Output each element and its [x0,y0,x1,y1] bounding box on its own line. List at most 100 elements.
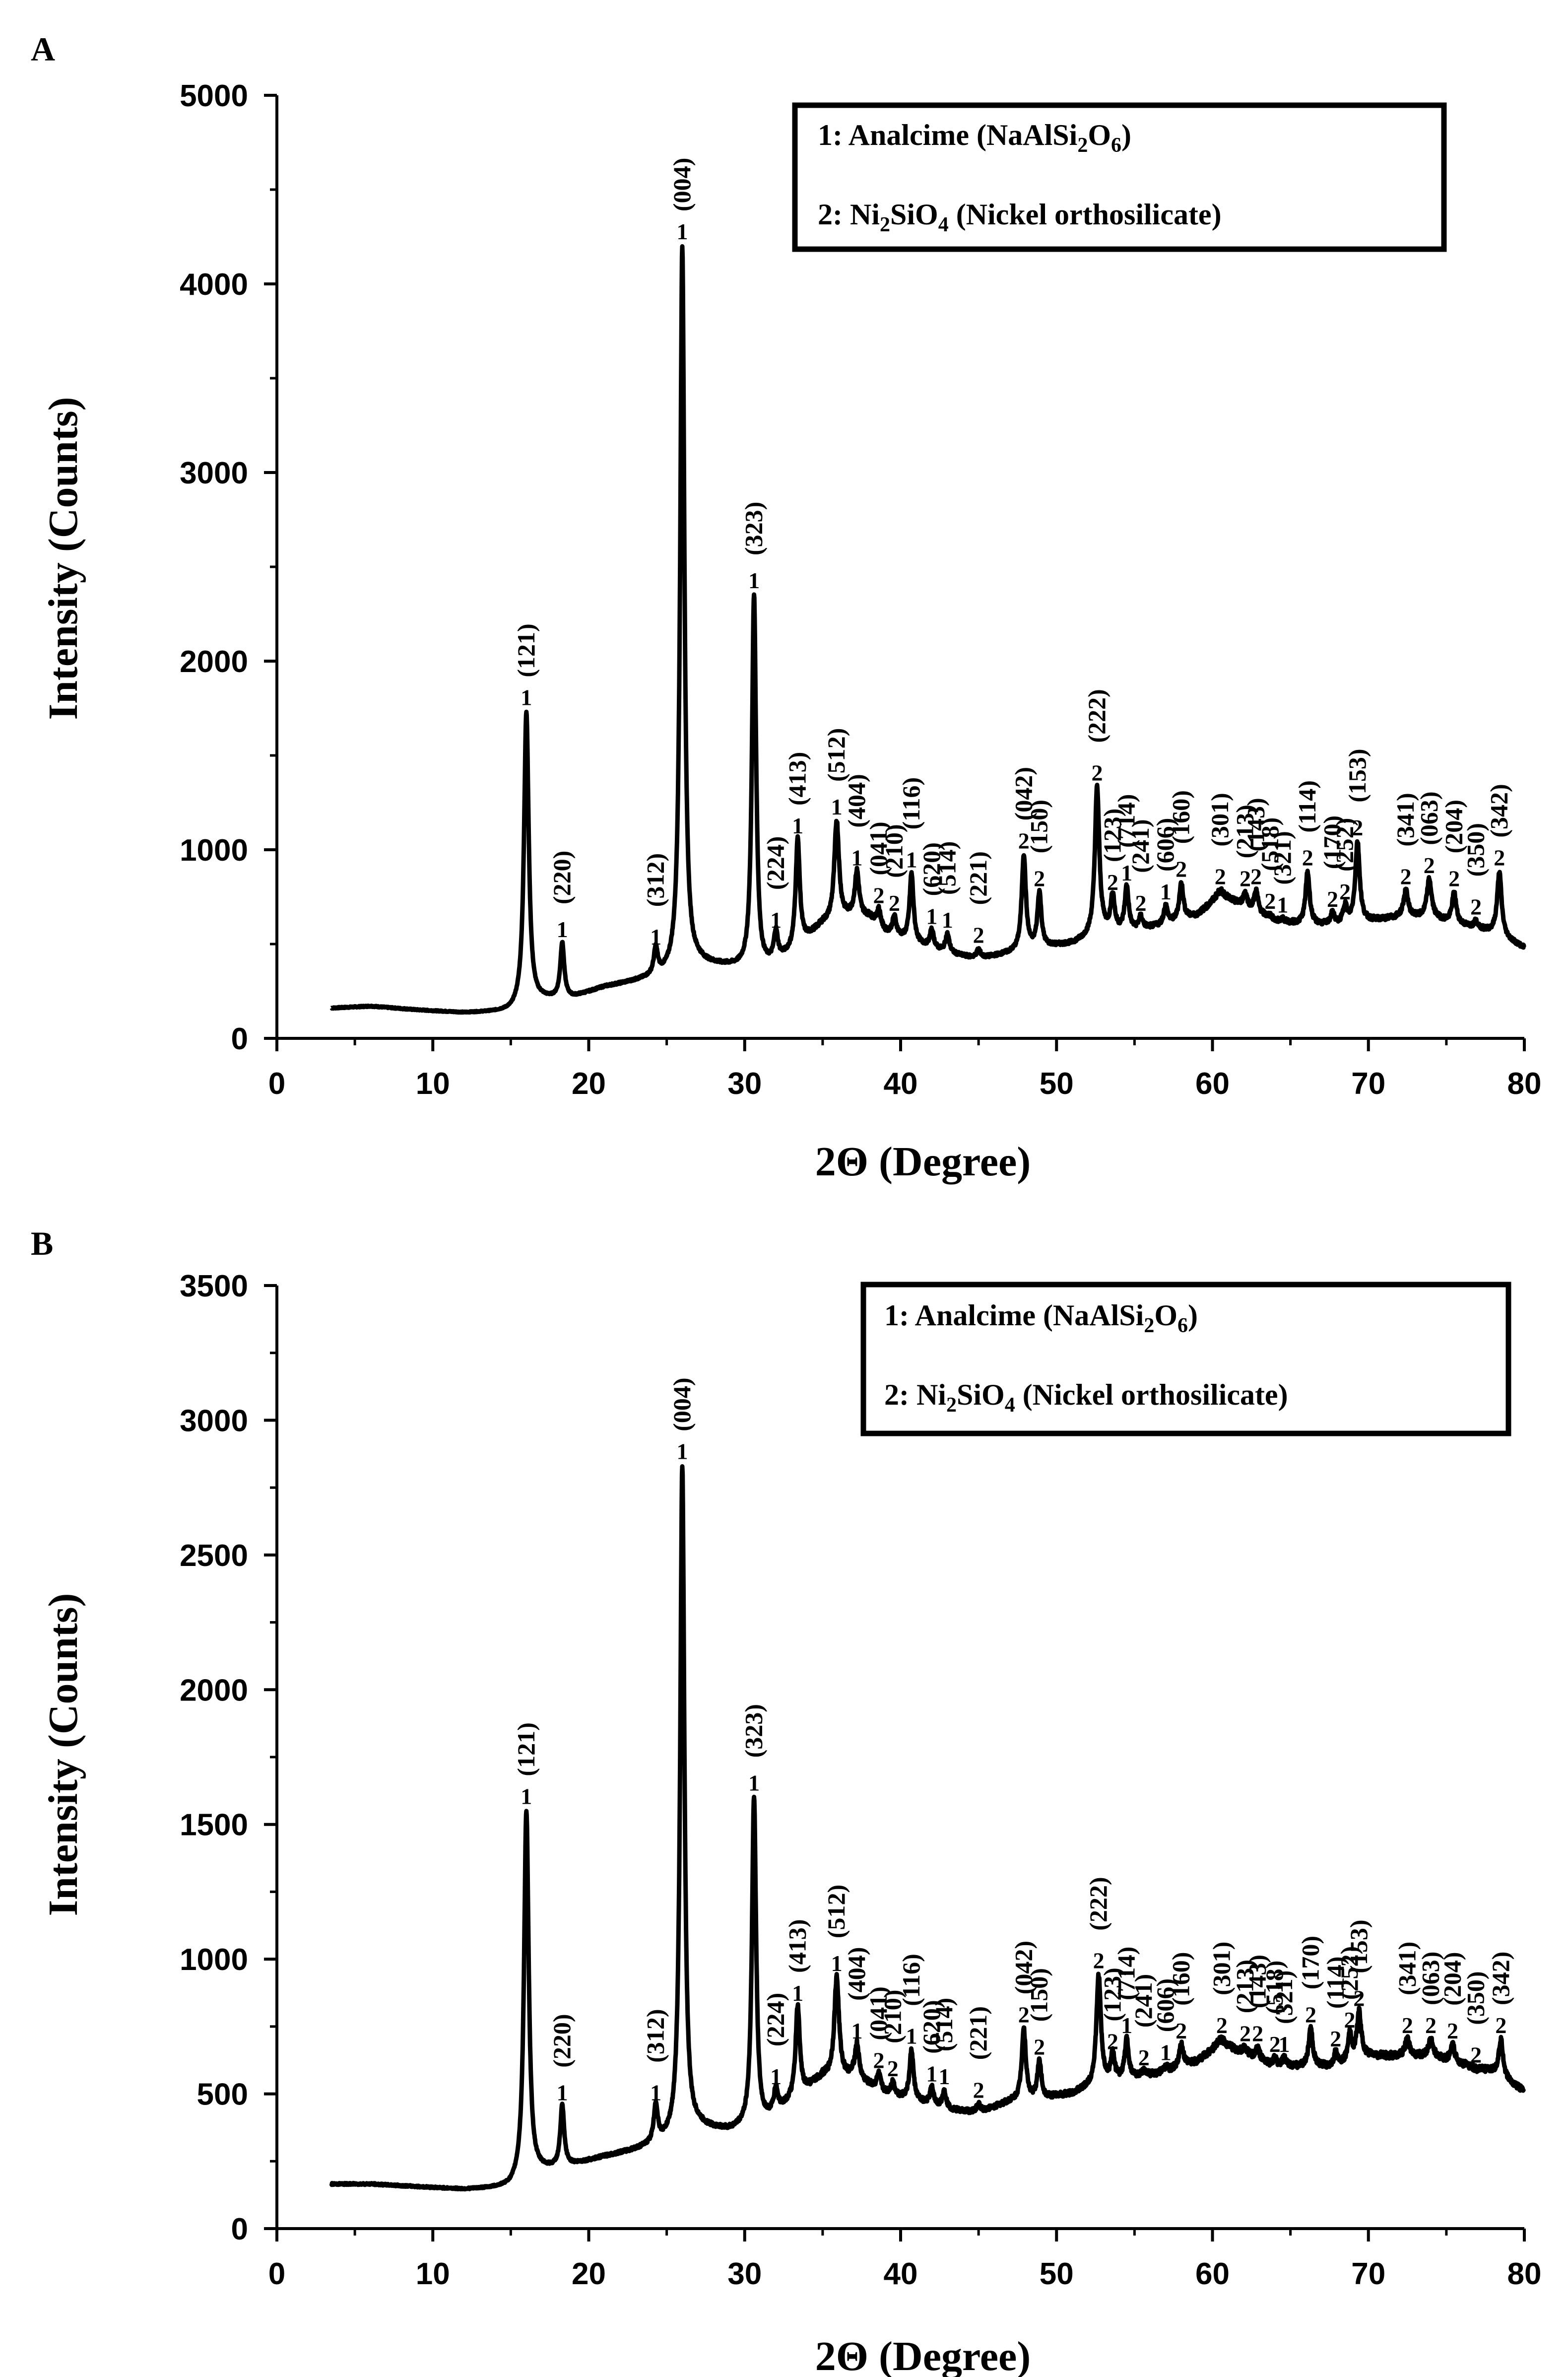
y-tick-label: 4000 [180,268,248,302]
peak-hkl-label: (220) [548,2014,576,2067]
peak-hkl-label: (116) [897,777,925,830]
peak-phase-label: 2 [1339,879,1351,904]
x-tick-label: 0 [268,2257,285,2291]
peak-phase-label: 2 [1269,2032,1281,2057]
peak-hkl-label: (123) [1098,1968,1126,2021]
peak-hkl-label: (204) [1440,800,1468,853]
peak-phase-label: 2 [1494,845,1505,871]
peak-phase-label: 2 [1425,2013,1437,2038]
peak-phase-label: 2 [1091,760,1103,786]
peak-hkl-label: (042) [1009,767,1037,820]
y-tick-label: 2500 [180,1539,248,1573]
peak-hkl-label: (301) [1206,793,1234,846]
peak-hkl-label: (224) [762,1993,789,2046]
peak-hkl-label: (222) [1083,689,1111,743]
y-axis-title: Intensity (Counts) [40,397,86,720]
peak-hkl-label: (221) [964,851,992,905]
x-tick-label: 70 [1351,1067,1385,1101]
peak-hkl-label: (606) [1151,818,1179,872]
peak-phase-label: 2 [1302,845,1313,871]
y-tick-label: 3000 [180,456,248,490]
x-axis-title: 2Θ (Degree) [815,2333,1031,2377]
peak-hkl-label: (518) [1260,1961,1288,2014]
peak-phase-label: 2 [1107,2029,1118,2054]
peak-phase-label: 2 [1344,2007,1356,2033]
x-tick-label: 10 [416,1067,450,1101]
peak-phase-label: 1 [851,845,863,871]
y-tick-label: 1000 [180,833,248,868]
x-tick-label: 50 [1040,1067,1074,1101]
panel-b: B 0 10 20 30 40 50 60 70 80 0 500 1000 1500 2000 2500 3… [31,1224,1541,2377]
peak-phase-label: 1 [792,1980,803,2006]
y-tick-label: 3500 [180,1269,248,1303]
peak-hkl-label: (221) [964,2006,992,2060]
xrd-pattern-line [329,244,1526,1015]
peak-hkl-label: (341) [1391,793,1419,846]
peak-phase-label: 2 [1018,2002,1030,2027]
peak-phase-label: 2 [1495,2013,1506,2038]
peak-hkl-label: (514) [930,1998,958,2051]
peak-hkl-label: (004) [668,1377,696,1431]
peak-hkl-label: (204) [1438,1952,1466,2006]
peak-phase-label: 2 [1034,866,1045,891]
peak-hkl-label: (213) [1231,805,1258,858]
y-tick-label: 1500 [180,1808,248,1842]
legend-entry-2: 2: Ni2SiO4 (Nickel orthosilicate) [818,198,1222,236]
peak-phase-label: 1 [557,917,568,942]
peak-phase-label: 2 [1034,2034,1045,2059]
peak-phase-label: 1 [557,2080,568,2105]
peak-phase-label: 2 [1448,866,1460,891]
peak-hkl-label: (341) [1393,1942,1421,1995]
peak-hkl-label: (714) [1112,794,1140,848]
peak-phase-label: 1 [650,2080,661,2105]
peak-hkl-label: (301) [1207,1942,1235,1995]
y-tick-label: 500 [197,2078,248,2112]
peak-hkl-label: (143) [1241,798,1269,851]
x-axis-title: 2Θ (Degree) [815,1139,1031,1185]
peak-phase-label: 2 [1240,2021,1251,2046]
peak-phase-label: 1 [521,1784,532,1809]
peak-phase-label: 1 [770,2064,782,2089]
peak-hkl-label: (150) [1025,1968,1053,2022]
peak-phase-label: 1 [748,568,760,593]
peak-phase-label: 1 [1279,2032,1290,2057]
peak-phase-label: 1 [1160,879,1172,904]
x-tick-label: 10 [416,2257,450,2291]
peak-phase-label: 2 [1352,815,1363,840]
peak-hkl-label: (350) [1462,1971,1490,2025]
peak-hkl-label: (063) [1415,791,1442,845]
peak-phase-label: 2 [1402,2013,1413,2038]
y-axis-title: Intensity (Counts) [40,1593,86,1916]
panel-a: A 0 10 20 30 40 50 60 70 80 0 1000 2000 3000 4000 5000… [31,30,1541,1185]
peak-phase-label: 1 [851,2018,863,2043]
peak-phase-label: 2 [1470,2042,1482,2068]
legend-entry-1: 1: Analcime (NaAlSi2O6) [818,119,1131,157]
peak-phase-label: 2 [1353,1986,1365,2011]
x-tick-label: 80 [1507,2257,1542,2291]
peak-phase-label: 2 [1330,2026,1341,2051]
peak-hkl-label: (252) [1331,818,1359,872]
peak-hkl-label: (153) [1345,1919,1372,1973]
peak-hkl-label: (114) [1293,780,1321,833]
peak-hkl-label: (312) [642,853,669,907]
peak-hkl-label: (121) [512,623,540,677]
peak-phase-label: 2 [873,883,885,908]
peak-hkl-label: (321) [1268,831,1296,884]
peak-hkl-label: (063) [1416,1952,1444,2005]
peak-hkl-label: (210) [878,1990,906,2043]
peak-phase-label: 2 [1135,890,1146,916]
peak-phase-label: 1 [926,2061,937,2087]
peak-hkl-label: (121) [512,1722,540,1776]
peak-hkl-label: (512) [822,1885,850,1938]
peak-hkl-label: (210) [880,824,908,878]
peak-phase-label: 2 [1327,886,1338,912]
peak-hkl-label: (241) [1126,819,1154,873]
peak-hkl-label: (041) [864,821,892,875]
x-tick-label: 80 [1507,1067,1542,1101]
peak-phase-label: 2 [1424,853,1435,878]
peak-phase-label: 1 [792,813,803,838]
peak-phase-label: 2 [887,2056,899,2081]
peak-phase-label: 2 [1216,2013,1228,2038]
peak-hkl-label: (413) [784,1919,811,1973]
